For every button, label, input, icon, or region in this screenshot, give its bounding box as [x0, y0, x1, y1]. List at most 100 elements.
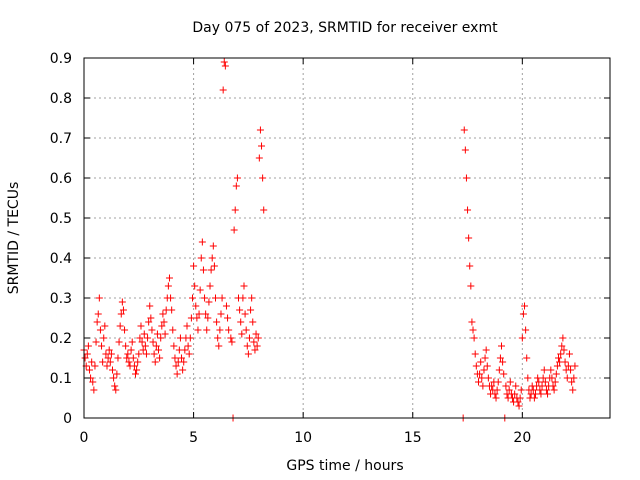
x-tick-label: 15: [404, 430, 422, 446]
y-tick-label: 0.9: [50, 51, 72, 67]
data-point: [183, 322, 191, 330]
data-point: [252, 330, 260, 338]
data-point: [170, 342, 178, 350]
data-point: [241, 310, 249, 318]
data-point: [565, 350, 573, 358]
data-point: [240, 282, 248, 290]
data-point: [113, 370, 121, 378]
data-point: [105, 346, 113, 354]
data-point: [178, 354, 186, 362]
data-point: [505, 386, 513, 394]
data-point: [479, 382, 487, 390]
data-point: [247, 306, 255, 314]
x-tick-label: 5: [189, 430, 198, 446]
data-point: [83, 350, 91, 358]
data-point: [181, 346, 189, 354]
data-point: [254, 334, 262, 342]
y-tick-label: 0.2: [50, 331, 72, 347]
data-point: [460, 126, 468, 134]
y-tick-label: 0.6: [50, 171, 72, 187]
data-point: [160, 318, 168, 326]
data-point: [88, 358, 96, 366]
data-point: [193, 314, 201, 322]
data-point: [227, 334, 235, 342]
data-point: [216, 326, 224, 334]
data-point: [224, 314, 232, 322]
data-point: [214, 334, 222, 342]
data-point: [92, 338, 100, 346]
data-point: [255, 154, 263, 162]
data-point: [522, 326, 530, 334]
data-point: [465, 234, 473, 242]
data-point: [129, 354, 137, 362]
data-point: [524, 374, 532, 382]
data-point: [173, 370, 181, 378]
data-point: [249, 318, 257, 326]
data-point: [153, 330, 161, 338]
data-point: [130, 362, 138, 370]
data-point: [475, 378, 482, 386]
data-point: [230, 226, 238, 234]
data-point: [484, 374, 492, 382]
data-point: [541, 378, 549, 386]
data-point: [554, 354, 562, 362]
data-point: [146, 302, 154, 310]
data-point: [147, 314, 155, 322]
data-point: [498, 342, 506, 350]
data-point: [470, 334, 478, 342]
data-point: [228, 338, 236, 346]
data-point: [205, 298, 213, 306]
data-point: [547, 366, 555, 374]
data-point: [190, 262, 198, 270]
data-point: [483, 362, 491, 370]
data-point: [567, 366, 575, 374]
data-point: [251, 346, 259, 354]
data-point: [521, 302, 529, 310]
data-point: [135, 350, 143, 358]
y-tick-label: 0: [63, 411, 72, 427]
data-point: [215, 342, 223, 350]
data-point: [96, 326, 104, 334]
data-point: [461, 146, 469, 154]
data-point: [231, 206, 239, 214]
data-point: [469, 326, 477, 334]
data-point: [100, 334, 108, 342]
data-point: [206, 282, 214, 290]
data-point: [500, 370, 508, 378]
data-point: [515, 402, 523, 410]
data-point: [116, 322, 124, 330]
data-point: [180, 358, 188, 366]
data-point: [464, 206, 472, 214]
data-point: [201, 294, 209, 302]
data-point: [90, 386, 98, 394]
data-point: [514, 398, 522, 406]
data-point: [134, 358, 142, 366]
data-point: [137, 322, 145, 330]
data-point: [517, 386, 525, 394]
data-point: [472, 362, 480, 370]
data-point: [571, 362, 579, 370]
data-point: [145, 318, 153, 326]
data-point: [552, 370, 560, 378]
data-point: [122, 342, 130, 350]
data-point: [204, 314, 212, 322]
data-point: [502, 382, 510, 390]
data-point: [242, 326, 250, 334]
data-point: [104, 354, 112, 362]
data-point: [144, 334, 152, 342]
data-point: [156, 354, 164, 362]
data-point: [117, 310, 125, 318]
y-tick-label: 0.5: [50, 211, 72, 227]
data-point: [179, 366, 187, 374]
data-point: [198, 238, 206, 246]
data-point: [237, 318, 245, 326]
data-point: [259, 174, 267, 182]
data-point: [476, 370, 484, 378]
data-point: [141, 342, 149, 350]
chart-title: Day 075 of 2023, SRMTID for receiver exm…: [192, 20, 498, 36]
data-point: [148, 326, 156, 334]
data-point: [217, 310, 225, 318]
data-point: [462, 174, 470, 182]
data-point: [191, 282, 199, 290]
